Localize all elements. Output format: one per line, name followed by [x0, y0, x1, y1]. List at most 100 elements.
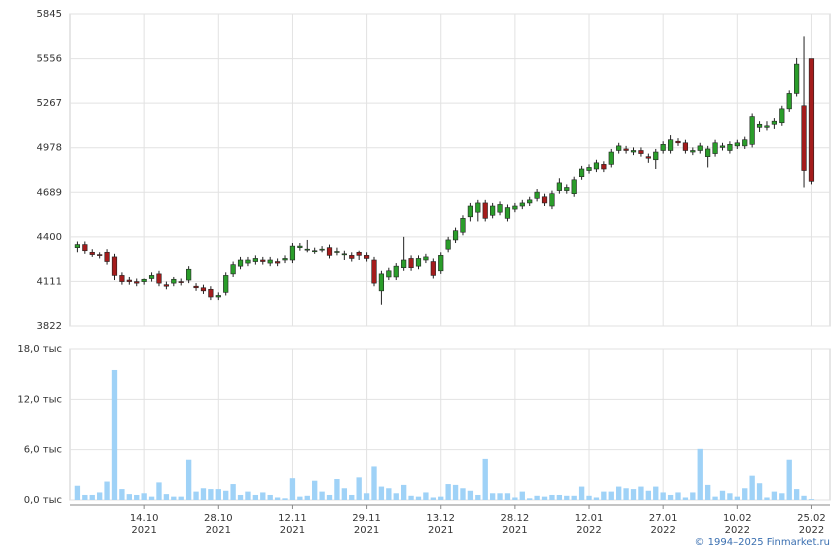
volume-bar	[393, 493, 399, 500]
volume-bar	[675, 492, 681, 500]
candle-body	[682, 142, 689, 151]
candle-body	[452, 230, 459, 241]
volume-bar	[527, 498, 533, 500]
candle-body	[808, 58, 815, 182]
candle-body	[630, 150, 637, 153]
volume-bar	[185, 459, 192, 500]
candle-body	[245, 259, 251, 264]
volume-bar	[252, 494, 259, 500]
candle-body	[326, 247, 333, 256]
volume-bar	[608, 491, 614, 500]
volume-bar	[756, 483, 763, 500]
volume-bar	[564, 495, 570, 500]
x-tick-year: 2022	[799, 525, 824, 536]
x-tick-year: 2022	[725, 525, 750, 536]
candle-body	[742, 139, 748, 147]
candle-body	[764, 125, 770, 128]
volume-bar	[764, 497, 770, 500]
volume-bar	[126, 494, 132, 500]
candle-body	[801, 105, 807, 171]
volume-bar	[808, 499, 815, 500]
candle-body	[126, 279, 132, 282]
candle-body	[430, 261, 436, 276]
candle-body	[771, 120, 777, 125]
candle-body	[445, 239, 451, 250]
candle-body	[690, 150, 696, 153]
candle-body	[282, 258, 288, 261]
volume-bar	[779, 493, 785, 500]
volume-bar	[74, 485, 81, 500]
volume-bar	[445, 484, 451, 500]
candle-body	[675, 140, 681, 144]
volume-bar	[349, 494, 355, 500]
candle-body	[549, 193, 555, 207]
x-tick-year: 2021	[131, 525, 156, 536]
candle-body	[786, 93, 792, 110]
candle-body	[148, 275, 155, 279]
volume-bar	[571, 495, 577, 500]
candle-body	[297, 245, 303, 248]
volume-bar	[163, 494, 170, 500]
y-tick-label: 5845	[37, 9, 62, 20]
candle-body	[163, 284, 169, 287]
footer-link[interactable]: © 1994–2025 Finmarket.ru	[694, 537, 830, 548]
candle-body	[401, 259, 407, 269]
candle-body	[467, 205, 473, 218]
candle-body	[482, 202, 488, 219]
volume-bar	[119, 489, 125, 500]
candle-body	[119, 275, 125, 282]
candle-body	[378, 273, 385, 292]
candle-body	[171, 278, 177, 284]
candle-body	[134, 281, 140, 284]
volume-bar	[415, 496, 422, 500]
volume-bar	[623, 488, 629, 500]
candle-body	[556, 182, 562, 191]
volume-bar	[312, 480, 318, 500]
candle-body	[230, 264, 236, 275]
volume-bar	[341, 488, 348, 500]
volume-bar	[274, 497, 281, 500]
volume-bar	[193, 491, 199, 500]
candle-body	[267, 259, 273, 264]
volume-bar	[653, 486, 659, 500]
volume-bar	[223, 490, 229, 500]
candle-body	[697, 145, 703, 151]
candle-body	[541, 196, 548, 204]
x-tick-year: 2021	[354, 525, 379, 536]
candle-body	[638, 150, 644, 154]
volume-bar	[504, 493, 511, 500]
candle-body	[223, 275, 229, 293]
candle-body	[564, 187, 570, 191]
y-tick-label: 6,0 тыс	[24, 445, 62, 456]
volume-bar	[549, 494, 555, 500]
volume-bar	[156, 482, 162, 500]
candle-body	[616, 145, 622, 151]
candle-body	[608, 151, 614, 165]
volume-bar	[667, 494, 674, 500]
volume-bar	[267, 494, 273, 500]
volume-bar	[460, 488, 466, 500]
candle-body	[186, 268, 192, 281]
volume-bar	[489, 493, 496, 500]
candle-body	[371, 259, 377, 284]
volume-bar	[400, 484, 407, 500]
volume-bar	[712, 496, 718, 500]
candle-body	[756, 123, 763, 128]
volume-bar	[660, 492, 666, 500]
x-tick-label: 28.12	[501, 513, 530, 524]
candle-body	[727, 144, 733, 151]
candle-body	[705, 148, 711, 157]
volume-bar	[363, 493, 370, 500]
y-tick-label: 4400	[37, 232, 62, 243]
candle-body	[386, 270, 392, 278]
volume-bar	[304, 495, 310, 500]
volume-bar	[430, 497, 436, 500]
candle-body	[252, 258, 258, 262]
candle-body	[104, 251, 110, 262]
volume-bar	[556, 494, 563, 500]
volume-bar	[245, 491, 251, 500]
candle-body	[304, 248, 310, 251]
x-tick-year: 2021	[428, 525, 453, 536]
volume-bar	[334, 479, 340, 500]
volume-bar	[786, 459, 792, 500]
